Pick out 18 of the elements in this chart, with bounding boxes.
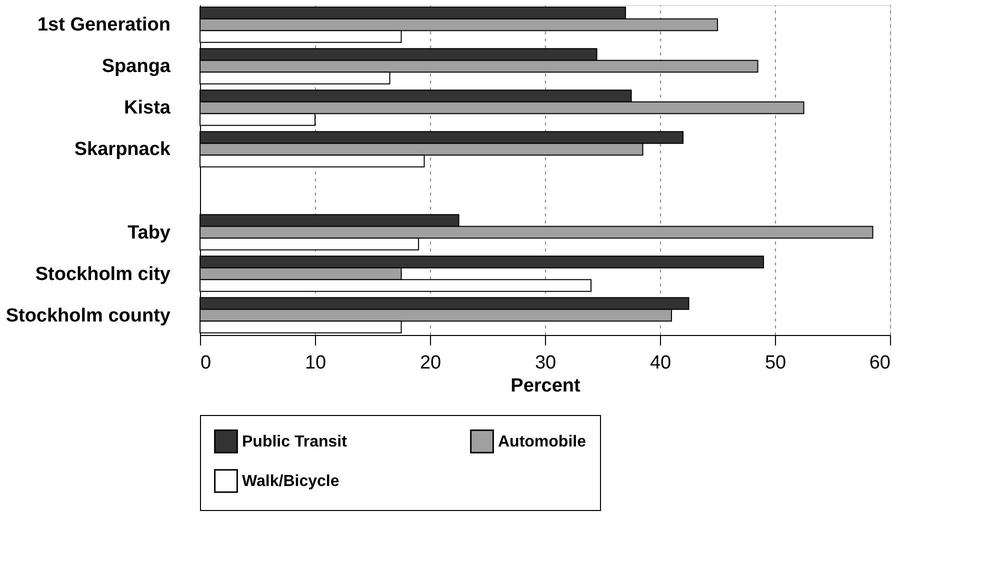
y-tick-label: 1st Generation bbox=[37, 14, 170, 36]
y-tick-label: Kista bbox=[124, 98, 171, 119]
y-tick-label: Stockholm county bbox=[6, 305, 171, 326]
x-tick-label: 60 bbox=[869, 352, 890, 374]
y-tick-label: Stockholm city bbox=[35, 264, 171, 285]
x-axis-title: Percent bbox=[510, 376, 582, 396]
x-tick-label: 20 bbox=[420, 352, 442, 374]
x-tick-label: 50 bbox=[764, 352, 786, 374]
legend-label: Walk/Bicycle bbox=[242, 473, 340, 490]
x-tick-label: 0 bbox=[200, 352, 212, 374]
x-tick-label: 40 bbox=[650, 352, 672, 374]
legend-label: Public Transit bbox=[242, 433, 348, 450]
y-tick-label: Skarpnack bbox=[74, 139, 171, 160]
legend-label: Automobile bbox=[498, 433, 586, 450]
y-tick-label: Spanga bbox=[102, 56, 171, 78]
y-tick-label: Taby bbox=[128, 222, 171, 244]
x-tick-label: 30 bbox=[534, 352, 556, 374]
x-tick-label: 10 bbox=[304, 352, 326, 374]
